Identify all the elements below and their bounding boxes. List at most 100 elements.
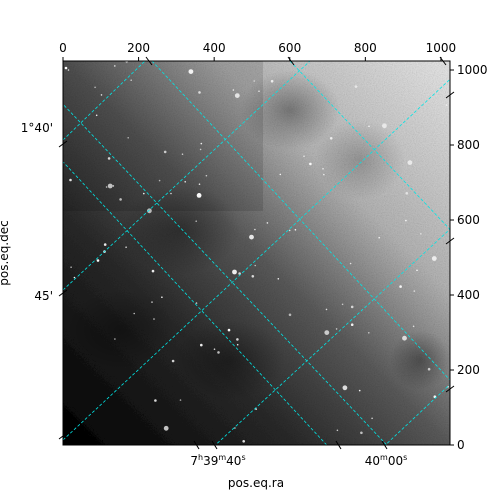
star (114, 338, 116, 340)
y-pixel-tick-label: 200 (457, 363, 480, 377)
y-pixel-tick-label: 0 (457, 438, 465, 452)
star (378, 236, 381, 239)
star (405, 192, 409, 195)
star (416, 269, 418, 272)
star (277, 278, 280, 280)
star (100, 94, 103, 96)
star (342, 385, 348, 391)
star (119, 198, 122, 201)
star (368, 125, 370, 128)
star (288, 313, 292, 317)
star (371, 417, 373, 420)
star (94, 86, 96, 89)
ra-tick-mark (211, 440, 218, 450)
star (69, 178, 72, 182)
grid-line (63, 78, 450, 441)
y-pixel-tick-label: 400 (457, 288, 480, 302)
star (143, 192, 145, 195)
star (336, 429, 339, 432)
ra-tick-mark (193, 440, 200, 450)
star (360, 431, 363, 435)
star (407, 160, 413, 166)
x-pixel-tick-label: 400 (203, 41, 226, 55)
grid-line (289, 61, 450, 231)
star-field (64, 61, 449, 443)
star (70, 266, 72, 269)
star (303, 155, 305, 157)
star (325, 308, 328, 311)
dec-tick-mark (445, 237, 455, 245)
grid-line (151, 61, 450, 381)
star (254, 264, 256, 267)
star (238, 272, 241, 275)
ra-tick-label: 7h39m40s (190, 453, 245, 468)
star (170, 192, 172, 195)
star (234, 427, 236, 429)
x-pixel-tick-label: 600 (278, 41, 301, 55)
star (288, 229, 291, 232)
star (254, 228, 256, 231)
star (341, 303, 344, 306)
star (350, 305, 354, 309)
star (255, 408, 257, 410)
star (151, 269, 155, 273)
star (200, 343, 203, 347)
star (323, 173, 325, 176)
star (433, 395, 437, 399)
star (107, 157, 111, 160)
y-axis-label: pos.eq.dec (0, 220, 11, 285)
star (402, 335, 407, 341)
star (431, 256, 437, 261)
x-pixel-tick-label: 1000 (426, 41, 457, 55)
star (213, 348, 216, 351)
dec-tick-mark (58, 140, 68, 148)
ra-tick-mark (287, 56, 295, 66)
star (198, 193, 200, 195)
star (249, 234, 254, 240)
x-pixel-tick-label: 200 (127, 41, 150, 55)
star (382, 123, 387, 129)
x-pixel-tick-label: 0 (59, 41, 67, 55)
grid-line (384, 383, 450, 445)
world-coordinate-grid (63, 61, 450, 445)
star (420, 233, 422, 235)
star (153, 318, 155, 320)
grid-line (63, 61, 146, 141)
star (103, 243, 107, 246)
star (350, 323, 354, 327)
x-pixel-tick-label: 800 (354, 41, 377, 55)
star (412, 325, 415, 328)
grid-line (63, 161, 328, 445)
x-axis-label: pos.eq.ra (228, 476, 284, 490)
y-pixel-tick-label: 600 (457, 213, 480, 227)
star (154, 399, 157, 402)
star (95, 114, 98, 117)
star (205, 174, 208, 177)
star (127, 137, 129, 139)
star (279, 173, 282, 176)
star (405, 219, 407, 222)
star (130, 79, 132, 81)
dec-tick-label: 45' (34, 289, 53, 303)
star (114, 65, 116, 67)
pixel-axes: 0 200 400 600 800 1000 0 200 400 600 800 1000 (59, 41, 487, 452)
star (236, 343, 239, 346)
world-axes: 1°40' 45' 7h39m40s 40m00s pos.eq.ra pos.… (0, 56, 455, 490)
dec-tick-mark (445, 91, 455, 99)
grid-line (63, 61, 311, 291)
star (354, 85, 358, 88)
star (445, 104, 448, 106)
ra-tick-mark (381, 440, 388, 450)
star (179, 399, 182, 401)
dec-tick-label: 1°40' (21, 121, 53, 135)
star (329, 137, 333, 140)
star (335, 328, 338, 330)
star (163, 150, 167, 154)
star (232, 269, 237, 275)
star (358, 389, 361, 392)
star (125, 246, 127, 248)
star (242, 440, 245, 443)
star (163, 425, 169, 431)
star (133, 312, 135, 315)
star (236, 338, 239, 341)
